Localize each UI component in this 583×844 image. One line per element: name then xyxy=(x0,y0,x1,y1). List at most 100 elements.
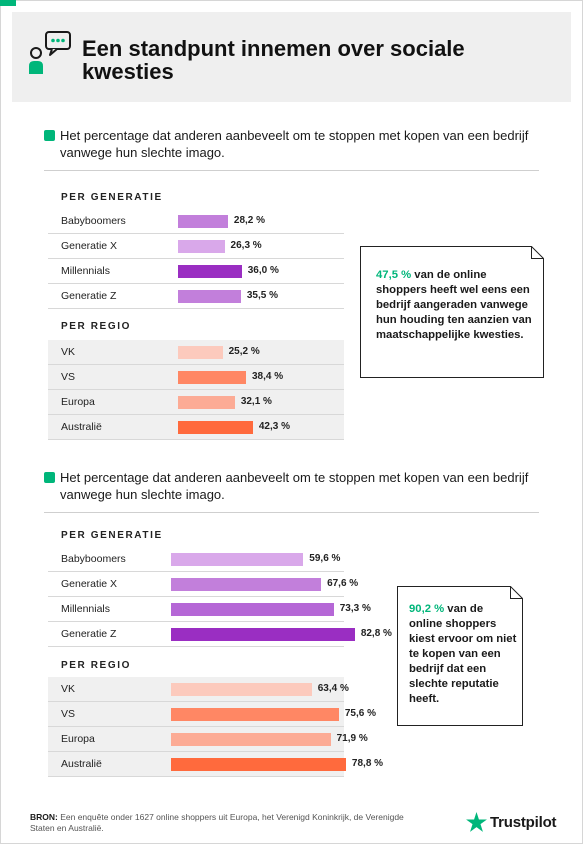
bar xyxy=(178,371,246,384)
category-label: Europa xyxy=(61,396,95,408)
chart-row: VS 75,6 % xyxy=(48,702,376,727)
row-separator xyxy=(48,389,344,390)
group-title-generation: PER GENERATIE xyxy=(61,192,163,203)
bar xyxy=(171,628,355,641)
category-label: Generatie X xyxy=(61,578,118,590)
category-label: Europa xyxy=(61,733,95,745)
bar xyxy=(178,290,241,303)
chart-row: Australië 42,3 % xyxy=(48,415,344,440)
row-separator xyxy=(48,283,344,284)
brand-name: Trustpilot xyxy=(490,814,557,831)
category-label: Millennials xyxy=(61,603,111,615)
bar-value-label: 28,2 % xyxy=(233,215,266,226)
chart-row: VK 63,4 % xyxy=(48,677,349,702)
row-separator xyxy=(48,439,344,440)
bar xyxy=(178,346,223,359)
bar-value-label: 59,6 % xyxy=(309,553,341,564)
category-label: Australië xyxy=(61,758,102,770)
bar-value-label: 67,6 % xyxy=(327,578,359,589)
category-label: Generatie Z xyxy=(61,290,117,302)
group-title-generation: PER GENERATIE xyxy=(61,530,163,541)
trustpilot-logo: Trustpilot xyxy=(466,812,566,834)
star-icon xyxy=(466,812,487,832)
row-separator xyxy=(48,701,344,702)
callout-highlight: 47,5 % xyxy=(376,269,412,281)
category-label: VK xyxy=(61,683,76,695)
callout-frame xyxy=(397,586,523,726)
bar-value-label: 26,3 % xyxy=(230,240,262,251)
chart-row: Europa 71,9 % xyxy=(48,727,368,752)
question-text: Het percentage dat anderen aanbeveelt om… xyxy=(60,470,529,502)
divider xyxy=(44,170,539,171)
chart-row: Generatie Z 35,5 % xyxy=(48,284,344,309)
callout-2: 90,2 % van de online shoppers kiest ervo… xyxy=(397,586,523,726)
row-separator xyxy=(48,621,344,622)
header-banner: Een standpunt innemen over sociale kwest… xyxy=(12,12,571,102)
bar xyxy=(178,421,253,434)
callout-text: 47,5 % van de online shoppers heeft wel … xyxy=(376,268,536,343)
row-separator xyxy=(48,571,344,572)
row-separator xyxy=(48,596,344,597)
callout-text: 90,2 % van de online shoppers kiest ervo… xyxy=(409,602,517,707)
category-label: VK xyxy=(61,346,76,358)
bar-value-label: 82,8 % xyxy=(360,628,392,639)
chart-row: Babyboomers 28,2 % xyxy=(48,209,344,234)
callout-1: 47,5 % van de online shoppers heeft wel … xyxy=(360,246,544,378)
row-separator xyxy=(48,776,344,777)
row-separator xyxy=(48,646,344,647)
bar-value-label: 32,1 % xyxy=(240,396,272,407)
bar-value-label: 25,2 % xyxy=(228,346,260,357)
category-label: Generatie Z xyxy=(61,628,117,640)
chart-row: Europa 32,1 % xyxy=(48,390,344,415)
chart-row: Millennials 73,3 % xyxy=(48,597,371,622)
row-separator xyxy=(48,258,344,259)
speech-bubble-person-icon xyxy=(29,31,71,74)
callout-body: van de online shoppers kiest ervoor om n… xyxy=(409,603,517,705)
question-text: Het percentage dat anderen aanbeveelt om… xyxy=(60,128,529,160)
bar-value-label: 36,0 % xyxy=(247,265,279,276)
play-icon xyxy=(44,472,55,483)
divider xyxy=(44,512,539,513)
bar-value-label: 78,8 % xyxy=(351,758,384,769)
source-text: Een enquête onder 1627 online shoppers u… xyxy=(30,812,404,833)
bar xyxy=(171,578,322,591)
chart-row: Babyboomers 59,6 % xyxy=(48,547,344,572)
row-separator xyxy=(48,308,344,309)
chart-row: Australië 78,8 % xyxy=(48,752,383,777)
bar-value-label: 75,6 % xyxy=(344,708,376,719)
chart-row: VK 25,2 % xyxy=(48,340,344,365)
source-note: BRON: Een enquête onder 1627 online shop… xyxy=(30,812,410,834)
bar xyxy=(178,265,242,278)
callout-frame xyxy=(360,246,544,378)
row-separator xyxy=(48,726,344,727)
bar-value-label: 71,9 % xyxy=(336,733,368,744)
group-title-region: PER REGIO xyxy=(61,321,131,332)
callout-highlight: 90,2 % xyxy=(409,603,445,615)
bar xyxy=(178,215,228,228)
row-separator xyxy=(48,751,344,752)
callout-body: van de online shoppers heeft wel eens ee… xyxy=(376,269,532,341)
chart-row: Generatie X 67,6 % xyxy=(48,572,358,597)
corner-accent xyxy=(0,0,16,6)
chart-row: Generatie Z 82,8 % xyxy=(48,622,392,647)
play-icon xyxy=(44,130,55,141)
source-label: BRON: xyxy=(30,812,58,822)
bar xyxy=(171,603,334,616)
bar-value-label: 38,4 % xyxy=(251,371,284,382)
bar xyxy=(171,758,346,771)
category-label: Australië xyxy=(61,421,102,433)
bar xyxy=(171,733,331,746)
bar xyxy=(171,553,304,566)
chart-row: VS 38,4 % xyxy=(48,365,344,390)
chart-row: Millennials 36,0 % xyxy=(48,259,344,284)
bar-value-label: 35,5 % xyxy=(246,290,278,301)
category-label: Babyboomers xyxy=(61,215,126,227)
bar xyxy=(171,683,312,696)
chart-row: Generatie X 26,3 % xyxy=(48,234,344,259)
bar xyxy=(171,708,339,721)
page-title: Een standpunt innemen over sociale kwest… xyxy=(82,36,465,84)
bar-value-label: 73,3 % xyxy=(339,603,371,614)
bar xyxy=(178,396,235,409)
category-label: Generatie X xyxy=(61,240,118,252)
bar-value-label: 63,4 % xyxy=(317,683,349,694)
